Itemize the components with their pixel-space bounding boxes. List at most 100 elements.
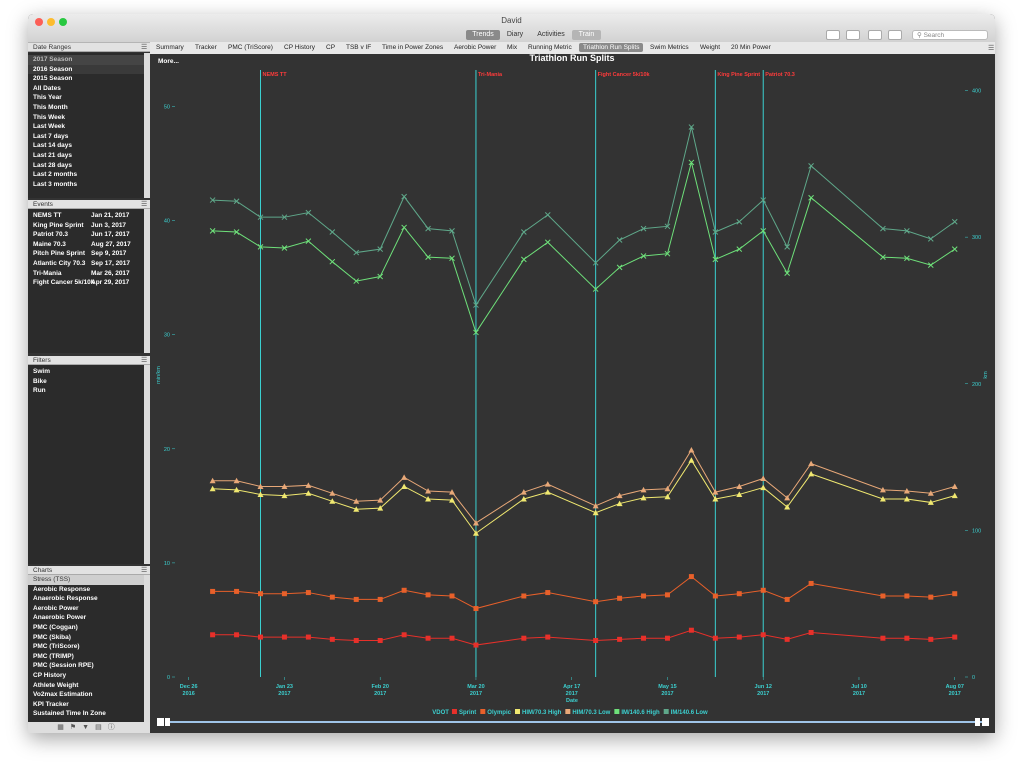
sidebar-toolbar[interactable]: ▦⚑▼▤ⓘ bbox=[28, 722, 150, 733]
marker bbox=[329, 594, 335, 600]
zoom-button[interactable] bbox=[59, 18, 67, 26]
marker bbox=[784, 636, 790, 642]
filter-item[interactable]: Bike bbox=[33, 377, 47, 385]
chart-item[interactable]: PMC (TRIMP) bbox=[33, 652, 74, 660]
event-name: Atlantic City 70.3 bbox=[33, 259, 86, 267]
section-menu-icon[interactable]: ☰ bbox=[141, 567, 148, 574]
chart-tab[interactable]: CP bbox=[326, 44, 336, 51]
marker bbox=[880, 593, 886, 599]
marker bbox=[281, 245, 288, 251]
marker bbox=[688, 574, 694, 580]
chart-tab[interactable]: TSB v IF bbox=[346, 44, 372, 51]
layout-tiles[interactable] bbox=[888, 30, 902, 40]
chart-item[interactable]: Anaerobic Power bbox=[33, 614, 87, 622]
section-menu-icon[interactable]: ☰ bbox=[141, 201, 148, 208]
range-slider-handle[interactable] bbox=[157, 718, 164, 726]
marker bbox=[353, 506, 360, 512]
date-range-item[interactable]: This Year bbox=[33, 94, 62, 102]
date-range-item[interactable]: 2017 Season bbox=[28, 55, 144, 65]
layout-tabs[interactable] bbox=[868, 30, 882, 40]
chart-item[interactable]: Aerobic Response bbox=[33, 585, 91, 593]
chart-item[interactable]: KPI Tracker bbox=[33, 700, 69, 708]
date-range-item[interactable]: 2015 Season bbox=[33, 75, 73, 83]
marker bbox=[353, 637, 359, 643]
chart-tab[interactable]: PMC (TriScore) bbox=[228, 44, 273, 51]
chart-item[interactable]: Athlete Weight bbox=[33, 681, 79, 689]
section-header: Events bbox=[28, 200, 150, 209]
chart-tab[interactable]: Mix bbox=[507, 44, 518, 51]
section-menu-icon[interactable]: ☰ bbox=[141, 44, 148, 51]
x-tick-year: 2017 bbox=[470, 691, 482, 697]
date-range-item[interactable]: Last 14 days bbox=[33, 142, 73, 150]
bottom-toggle[interactable] bbox=[846, 30, 860, 40]
chart-item[interactable]: Sustained Time In Zone bbox=[33, 710, 106, 718]
close-button[interactable] bbox=[35, 18, 43, 26]
chart-tab[interactable]: Aerobic Power bbox=[454, 44, 497, 51]
date-range-item[interactable]: This Month bbox=[33, 103, 68, 111]
chart-tab[interactable]: Swim Metrics bbox=[650, 44, 689, 51]
marker bbox=[951, 483, 958, 489]
chart-tab[interactable]: Running Metric bbox=[528, 44, 572, 51]
tab-menu-icon[interactable]: ☰ bbox=[988, 45, 995, 52]
date-range-item[interactable]: Last 7 days bbox=[33, 132, 69, 140]
range-slider-handle[interactable] bbox=[165, 718, 170, 726]
marker bbox=[305, 490, 312, 496]
view-tab[interactable]: Diary bbox=[506, 31, 524, 38]
event-row[interactable]: Pitch Pine Sprint Sep 9, 2017 bbox=[28, 249, 144, 259]
marker bbox=[904, 255, 910, 262]
chart-tab[interactable]: Summary bbox=[156, 44, 184, 51]
marker bbox=[210, 632, 216, 638]
filter-item[interactable]: Run bbox=[33, 387, 46, 395]
event-row[interactable]: NEMS TT Jan 21, 2017 bbox=[28, 211, 144, 221]
chart-item[interactable]: Vo2max Estimation bbox=[33, 691, 93, 699]
chart-item[interactable]: PMC (TriScore) bbox=[33, 643, 80, 651]
chart-item[interactable]: Anaerobic Response bbox=[33, 595, 98, 603]
chart-tab[interactable]: Tracker bbox=[195, 44, 217, 51]
sidebar-toggle[interactable] bbox=[826, 30, 840, 40]
event-row[interactable]: Tri-Mania Mar 26, 2017 bbox=[28, 269, 144, 279]
chart-group[interactable]: Stress (TSS) bbox=[28, 575, 144, 585]
date-range-item[interactable]: Last 2 months bbox=[33, 171, 78, 179]
chart-tab[interactable]: Weight bbox=[700, 44, 721, 51]
event-row[interactable]: Atlantic City 70.3 Sep 17, 2017 bbox=[28, 259, 144, 269]
marker bbox=[521, 635, 527, 641]
chart-tab[interactable]: Time in Power Zones bbox=[382, 44, 444, 51]
more-link[interactable]: More... bbox=[158, 58, 179, 65]
date-range-item[interactable]: Last 21 days bbox=[33, 151, 73, 159]
marker bbox=[233, 486, 240, 493]
event-row[interactable]: Fight Cancer 5k/10kApr 29, 2017 bbox=[28, 278, 144, 288]
section-menu-icon[interactable]: ☰ bbox=[141, 357, 148, 364]
date-range-item[interactable]: Last 3 months bbox=[33, 180, 78, 188]
marker bbox=[784, 596, 790, 602]
chart-tab[interactable]: CP History bbox=[284, 44, 315, 51]
date-range-item[interactable]: Last 28 days bbox=[33, 161, 73, 169]
chart-item[interactable]: PMC (Coggan) bbox=[33, 623, 78, 631]
date-range-item[interactable]: This Week bbox=[33, 113, 66, 121]
chart-item[interactable]: CP History bbox=[33, 671, 67, 679]
marker bbox=[688, 159, 695, 166]
marker bbox=[281, 214, 288, 221]
section-list: 2017 Season 2016 Season 2015 Season All Dat… bbox=[28, 53, 144, 198]
minimize-button[interactable] bbox=[47, 18, 55, 26]
search-box[interactable]: ⚲ Search bbox=[912, 30, 988, 40]
chart-item[interactable]: Aerobic Power bbox=[33, 604, 79, 612]
chart-item[interactable]: PMC (Skiba) bbox=[33, 633, 71, 641]
marker bbox=[616, 500, 623, 507]
marker bbox=[712, 635, 718, 641]
date-range-item[interactable]: Last Week bbox=[33, 123, 66, 131]
event-row[interactable]: Maine 70.3 Aug 27, 2017 bbox=[28, 240, 144, 250]
event-row[interactable]: King Pine Sprint Jun 3, 2017 bbox=[28, 221, 144, 231]
view-tab[interactable]: Trends bbox=[466, 30, 500, 40]
date-range-item[interactable]: All Dates bbox=[33, 84, 61, 92]
chart-item[interactable]: PMC (Session RPE) bbox=[33, 662, 94, 670]
chart-tab[interactable]: 20 Min Power bbox=[731, 44, 771, 51]
view-tab[interactable]: Train bbox=[572, 30, 601, 40]
filter-item[interactable]: Swim bbox=[33, 368, 50, 375]
marker bbox=[209, 197, 216, 203]
date-range-item[interactable]: 2016 Season bbox=[28, 64, 144, 75]
range-slider-handle[interactable] bbox=[975, 718, 980, 726]
view-tab[interactable]: Activities bbox=[537, 31, 565, 38]
event-row[interactable]: Patriot 70.3 Jun 17, 2017 bbox=[28, 230, 144, 240]
chart-tab[interactable]: Triathlon Run Splits bbox=[579, 43, 644, 52]
range-slider-handle[interactable] bbox=[982, 718, 989, 726]
